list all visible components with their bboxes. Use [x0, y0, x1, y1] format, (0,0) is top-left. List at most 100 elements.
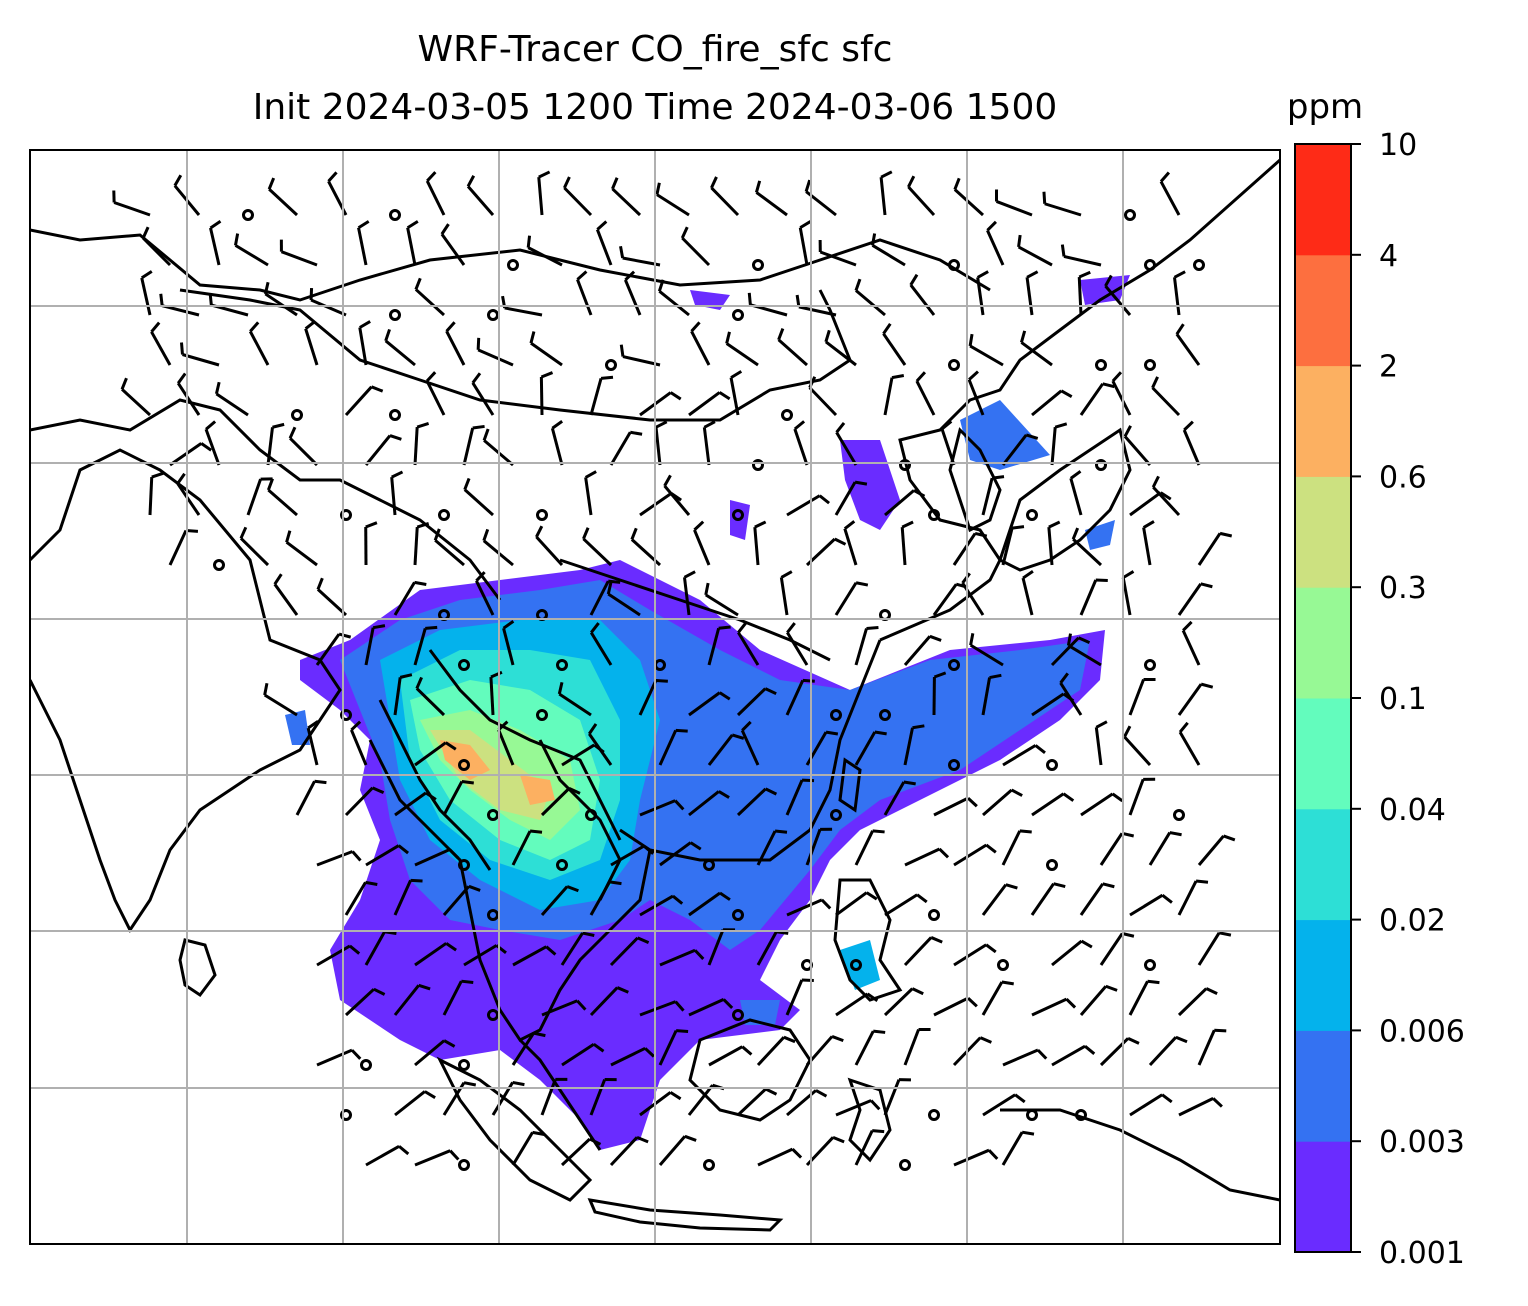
wind-barb-flag	[415, 676, 423, 690]
wind-barb-flag	[365, 880, 378, 886]
wind-barb-flag	[777, 328, 785, 341]
wind-barb-flag	[693, 520, 705, 531]
wind-barb-flag	[150, 321, 161, 333]
wind-barb	[834, 481, 857, 516]
wind-barb	[414, 741, 447, 767]
wind-barb-flag	[414, 277, 422, 290]
calm-wind-circle	[732, 509, 744, 521]
wind-barb-flag	[568, 787, 581, 795]
wind-barb-flag	[200, 442, 213, 452]
wind-barb	[854, 628, 868, 666]
wind-barb	[394, 1090, 426, 1117]
wind-barb-flag	[327, 171, 338, 183]
coast-korea	[948, 427, 1002, 533]
wind-barb-flag	[865, 891, 878, 901]
wind-barb-flag	[985, 943, 997, 954]
wind-barb	[1050, 636, 1080, 667]
wind-barb	[176, 482, 201, 516]
wind-barb-flag	[719, 891, 731, 901]
wind-barb-flag	[307, 720, 319, 730]
wind-barb-flag	[1183, 420, 1194, 432]
wind-barb	[808, 386, 838, 417]
wind-barb	[854, 1030, 875, 1066]
wind-barb-flag	[976, 270, 989, 279]
wind-barb	[693, 529, 711, 566]
wind-barb-flag	[425, 371, 437, 383]
wind-barb-flag	[929, 634, 942, 642]
wind-barb	[540, 787, 571, 817]
wind-barb-flag	[314, 779, 327, 785]
wind-barb	[393, 581, 416, 616]
wind-barb	[560, 932, 584, 966]
wind-barb-flag	[1111, 371, 1123, 383]
calm-wind-circle	[1026, 509, 1038, 521]
wind-barb-flag	[903, 780, 916, 786]
wind-barb-flag	[1200, 682, 1214, 689]
wind-barb	[1044, 202, 1082, 217]
wind-barb	[582, 537, 613, 567]
wind-barb-flag	[979, 1036, 992, 1044]
wind-barb-flag	[176, 472, 186, 485]
wind-barb-flag	[600, 375, 614, 380]
calm-wind-circle	[1046, 859, 1058, 871]
wind-barb-flag	[582, 931, 595, 937]
calm-wind-circle	[556, 859, 568, 871]
wind-barb	[933, 796, 969, 817]
wind-barb	[445, 330, 466, 366]
wind-barb-flag	[1019, 829, 1032, 834]
wind-barb-flag	[741, 720, 752, 732]
wind-barb	[511, 1131, 534, 1166]
wind-barb	[589, 881, 611, 916]
wind-barb-flag	[1200, 582, 1213, 589]
wind-barb-flag	[1195, 879, 1209, 884]
wind-barb	[394, 791, 427, 817]
wind-barb-flag	[416, 422, 430, 429]
wind-barb-flag	[214, 381, 221, 395]
wind-barb	[1142, 527, 1152, 566]
wind-barb-flag	[642, 844, 655, 855]
wind-barb-flag	[799, 220, 812, 229]
border-laos	[538, 739, 622, 901]
wind-barb-flag	[657, 279, 665, 292]
wind-barb-flag	[1077, 636, 1091, 644]
calm-wind-circle	[507, 259, 519, 271]
wind-barb-flag	[529, 331, 536, 344]
wind-barb	[512, 945, 548, 967]
wind-barb	[316, 588, 348, 617]
wind-barb	[798, 227, 809, 266]
wind-barb	[540, 1078, 557, 1116]
wind-barb	[489, 676, 495, 716]
colorbar-tick-label: 0.04	[1379, 793, 1446, 828]
wind-barb-flag	[802, 678, 815, 683]
calm-wind-circle	[585, 809, 597, 821]
wind-barb	[953, 1148, 990, 1167]
wind-barb	[1121, 577, 1132, 616]
wind-barb	[393, 879, 412, 916]
wind-barb-flag	[795, 294, 801, 308]
wind-barb-flag	[1014, 1093, 1026, 1104]
wind-barb	[1181, 629, 1201, 666]
wind-barb-flag	[1021, 1130, 1035, 1136]
wind-barb-flag	[389, 434, 402, 441]
wind-barb-flag	[1005, 883, 1018, 890]
wind-barb-flag	[1178, 721, 1189, 734]
wind-barb-flag	[1182, 620, 1193, 632]
wind-barb-flag	[730, 370, 743, 379]
wind-barb	[969, 344, 1004, 367]
wind-barb-flag	[968, 370, 979, 381]
calm-wind-circle	[1144, 259, 1156, 271]
wind-barb	[511, 1032, 535, 1066]
wind-barb-flag	[1010, 788, 1023, 797]
wind-barb	[1128, 778, 1145, 816]
wind-barb	[708, 1045, 744, 1067]
wind-barb	[688, 790, 720, 817]
wind-barb-flag	[529, 829, 543, 834]
wind-barb-flag	[1147, 979, 1160, 985]
wind-barb-flag	[674, 1000, 685, 1012]
colorbar-band	[1295, 1030, 1351, 1142]
calm-wind-circle	[850, 959, 862, 971]
wind-barb-flag	[675, 728, 688, 733]
wind-barb	[502, 627, 515, 666]
wind-barb-flag	[1123, 425, 1132, 438]
wind-barb	[357, 227, 368, 266]
